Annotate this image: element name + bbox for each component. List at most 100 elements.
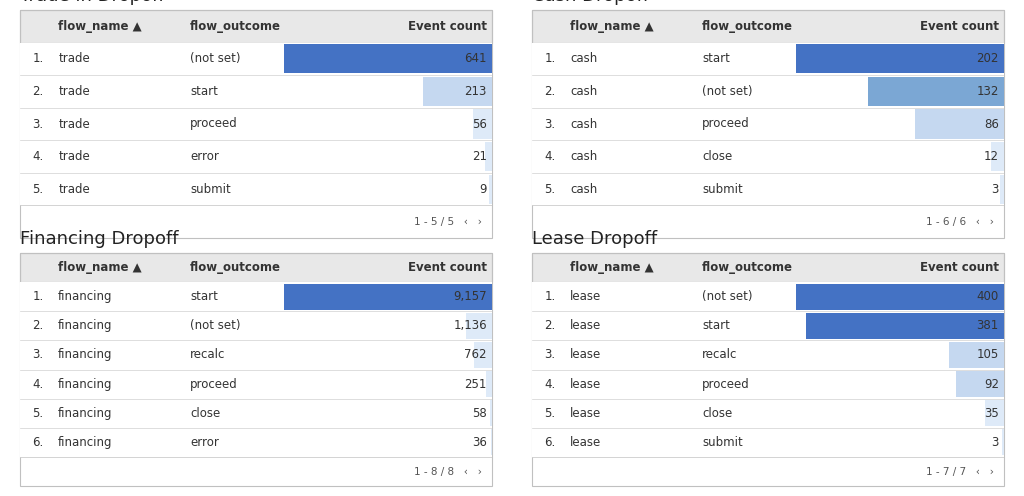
Text: financing: financing bbox=[58, 407, 113, 420]
Bar bbox=[991, 142, 1004, 171]
Text: flow_name ▲: flow_name ▲ bbox=[58, 20, 141, 33]
Text: financing: financing bbox=[58, 349, 113, 362]
Text: 4.: 4. bbox=[545, 150, 556, 163]
Text: proceed: proceed bbox=[702, 377, 750, 390]
Text: trade: trade bbox=[58, 52, 90, 65]
Text: 1 - 8 / 8   ‹   ›: 1 - 8 / 8 ‹ › bbox=[415, 467, 482, 477]
Bar bbox=[466, 312, 492, 339]
Text: lease: lease bbox=[570, 407, 601, 420]
Text: 1.: 1. bbox=[33, 52, 44, 65]
Text: 1.: 1. bbox=[545, 290, 556, 303]
Bar bbox=[285, 44, 492, 73]
Text: proceed: proceed bbox=[190, 118, 238, 130]
Text: trade: trade bbox=[58, 85, 90, 98]
Text: 4.: 4. bbox=[33, 377, 44, 390]
Text: 1.: 1. bbox=[33, 290, 44, 303]
Text: 251: 251 bbox=[465, 377, 486, 390]
Text: Trade in Dropoff: Trade in Dropoff bbox=[20, 0, 165, 5]
Bar bbox=[949, 342, 1004, 368]
Text: 2.: 2. bbox=[33, 319, 44, 332]
Text: financing: financing bbox=[58, 436, 113, 449]
Bar bbox=[1001, 429, 1004, 455]
Bar bbox=[532, 428, 1004, 457]
Bar bbox=[532, 43, 1004, 75]
Text: cash: cash bbox=[570, 183, 597, 196]
Text: lease: lease bbox=[570, 349, 601, 362]
Bar bbox=[484, 142, 492, 171]
Text: 3.: 3. bbox=[545, 349, 556, 362]
Text: start: start bbox=[190, 290, 218, 303]
Text: error: error bbox=[190, 436, 219, 449]
Text: trade: trade bbox=[58, 150, 90, 163]
Text: trade: trade bbox=[58, 183, 90, 196]
Text: 1.: 1. bbox=[545, 52, 556, 65]
Text: cash: cash bbox=[570, 85, 597, 98]
Text: 762: 762 bbox=[464, 349, 486, 362]
Bar bbox=[985, 400, 1004, 427]
Text: flow_outcome: flow_outcome bbox=[702, 20, 793, 33]
Text: 2.: 2. bbox=[545, 319, 556, 332]
Text: submit: submit bbox=[702, 436, 742, 449]
Text: cash: cash bbox=[570, 150, 597, 163]
Text: Event count: Event count bbox=[920, 20, 998, 33]
Text: 105: 105 bbox=[977, 349, 998, 362]
Bar bbox=[806, 312, 1004, 339]
Text: 641: 641 bbox=[464, 52, 486, 65]
Text: lease: lease bbox=[570, 290, 601, 303]
Text: 3.: 3. bbox=[33, 118, 44, 130]
Bar bbox=[532, 311, 1004, 340]
Text: flow_outcome: flow_outcome bbox=[190, 261, 281, 274]
Text: 1 - 6 / 6   ‹   ›: 1 - 6 / 6 ‹ › bbox=[927, 217, 994, 227]
Text: submit: submit bbox=[702, 183, 742, 196]
Text: 92: 92 bbox=[984, 377, 998, 390]
Text: 213: 213 bbox=[465, 85, 486, 98]
Bar bbox=[20, 253, 492, 282]
Text: financing: financing bbox=[58, 319, 113, 332]
Text: flow_name ▲: flow_name ▲ bbox=[58, 261, 141, 274]
Bar bbox=[532, 340, 1004, 370]
Text: 21: 21 bbox=[472, 150, 486, 163]
Text: flow_outcome: flow_outcome bbox=[702, 261, 793, 274]
Bar bbox=[474, 342, 492, 368]
Text: (not set): (not set) bbox=[702, 290, 753, 303]
Text: error: error bbox=[190, 150, 219, 163]
Text: 5.: 5. bbox=[33, 183, 44, 196]
Text: 3.: 3. bbox=[545, 118, 556, 130]
Text: Event count: Event count bbox=[408, 20, 486, 33]
Bar bbox=[955, 371, 1004, 397]
Bar bbox=[532, 282, 1004, 311]
Bar bbox=[485, 371, 492, 397]
Text: recalc: recalc bbox=[702, 349, 737, 362]
Bar bbox=[797, 44, 1004, 73]
Text: 86: 86 bbox=[984, 118, 998, 130]
Bar bbox=[797, 284, 1004, 310]
Text: close: close bbox=[702, 150, 732, 163]
Text: (not set): (not set) bbox=[190, 319, 241, 332]
Text: flow_outcome: flow_outcome bbox=[190, 20, 281, 33]
Text: 3: 3 bbox=[991, 436, 998, 449]
Text: lease: lease bbox=[570, 377, 601, 390]
Text: 2.: 2. bbox=[33, 85, 44, 98]
Bar bbox=[20, 75, 492, 108]
Bar bbox=[20, 311, 492, 340]
Bar bbox=[20, 173, 492, 205]
Text: Lease Dropoff: Lease Dropoff bbox=[532, 230, 657, 248]
Text: 400: 400 bbox=[977, 290, 998, 303]
Text: 202: 202 bbox=[977, 52, 998, 65]
Bar bbox=[20, 428, 492, 457]
Text: 3: 3 bbox=[991, 183, 998, 196]
Text: close: close bbox=[190, 407, 220, 420]
Text: trade: trade bbox=[58, 118, 90, 130]
Bar bbox=[915, 109, 1004, 139]
Text: cash: cash bbox=[570, 52, 597, 65]
Text: 5.: 5. bbox=[33, 407, 44, 420]
Text: start: start bbox=[702, 319, 730, 332]
Text: lease: lease bbox=[570, 319, 601, 332]
Bar bbox=[20, 340, 492, 370]
Text: proceed: proceed bbox=[702, 118, 750, 130]
Text: flow_name ▲: flow_name ▲ bbox=[570, 261, 653, 274]
Text: start: start bbox=[702, 52, 730, 65]
Bar bbox=[490, 400, 492, 427]
Text: 2.: 2. bbox=[545, 85, 556, 98]
Text: 6.: 6. bbox=[33, 436, 44, 449]
